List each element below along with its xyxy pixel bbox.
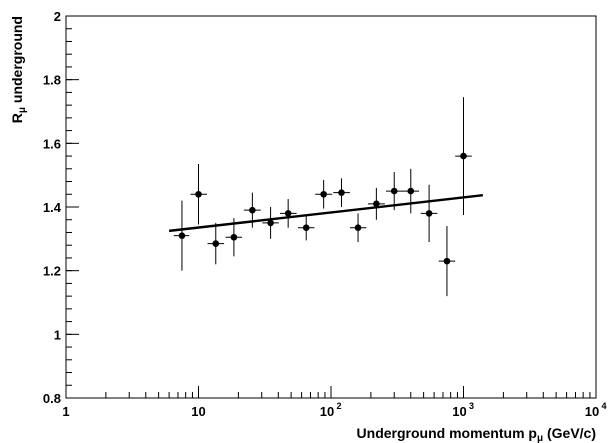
point-marker xyxy=(460,152,467,160)
point-marker xyxy=(195,190,202,198)
y-tick-label: 1.8 xyxy=(43,73,61,88)
point-marker xyxy=(373,200,380,208)
x-tick-exponent: 3 xyxy=(469,401,474,411)
fit-line xyxy=(168,194,483,233)
point-marker xyxy=(443,257,451,265)
point-marker xyxy=(390,187,398,195)
data-point xyxy=(262,207,279,239)
x-axis-title-main: Underground momentum p xyxy=(357,425,537,441)
data-point xyxy=(367,187,385,220)
y-axis: 0.8 1 1.2 1.4 1.6 1.8 2 xyxy=(43,9,79,406)
x-axis: 1 10 10 2 10 3 10 4 xyxy=(62,386,607,419)
data-point xyxy=(243,192,261,228)
x-tick-label: 10 xyxy=(320,404,334,419)
y-tick-label: 1.4 xyxy=(43,200,62,215)
x-tick-label: 1 xyxy=(62,404,69,419)
y-tick-label: 1 xyxy=(54,327,61,342)
y-tick-label: 2 xyxy=(54,9,61,24)
x-tick-label: 10 xyxy=(452,404,466,419)
data-point xyxy=(385,171,403,211)
point-marker xyxy=(178,232,186,239)
data-points xyxy=(173,97,472,297)
y-axis-title-rest: underground xyxy=(9,16,25,107)
data-point xyxy=(333,178,350,207)
point-marker xyxy=(320,190,327,198)
point-marker xyxy=(284,210,292,217)
point-marker xyxy=(267,219,274,227)
data-point xyxy=(438,226,456,297)
x-tick-label: 10 xyxy=(585,404,599,419)
data-point xyxy=(402,168,420,214)
point-marker xyxy=(302,224,310,231)
x-tick-label: 10 xyxy=(191,404,205,419)
y-tick-label: 1.6 xyxy=(43,136,61,151)
data-point xyxy=(190,164,208,225)
point-marker xyxy=(407,187,415,195)
x-tick-exponent: 4 xyxy=(601,401,606,411)
data-point xyxy=(349,213,367,243)
point-marker xyxy=(354,224,362,231)
point-marker xyxy=(338,189,345,196)
axis-titles: Underground momentum pμ (GeV/c)Rμ underg… xyxy=(9,16,596,443)
point-marker xyxy=(249,206,256,214)
point-marker xyxy=(230,233,238,241)
x-axis-title-unit: (GeV/c) xyxy=(543,425,596,441)
plot-frame xyxy=(65,15,597,399)
x-axis-title: Underground momentum pμ (GeV/c) xyxy=(357,425,596,443)
x-axis-title-sub: μ xyxy=(537,433,543,443)
data-point xyxy=(279,199,297,228)
plot-border xyxy=(65,15,597,399)
data-point xyxy=(420,184,438,243)
y-axis-title-main: R xyxy=(9,113,25,123)
fit-line-group xyxy=(168,194,483,233)
x-tick-exponent: 2 xyxy=(336,401,341,411)
data-point xyxy=(225,218,243,257)
data-point xyxy=(315,179,333,209)
y-axis-title-sub: μ xyxy=(17,107,28,113)
data-point xyxy=(173,200,190,271)
y-tick-label: 0.8 xyxy=(43,391,61,406)
data-point xyxy=(455,97,472,215)
y-axis-title: Rμ underground xyxy=(9,16,28,123)
data-point xyxy=(297,214,315,241)
data-point xyxy=(207,222,225,265)
y-tick-label: 1.2 xyxy=(43,264,61,279)
point-marker xyxy=(425,210,433,217)
point-marker xyxy=(212,240,220,247)
